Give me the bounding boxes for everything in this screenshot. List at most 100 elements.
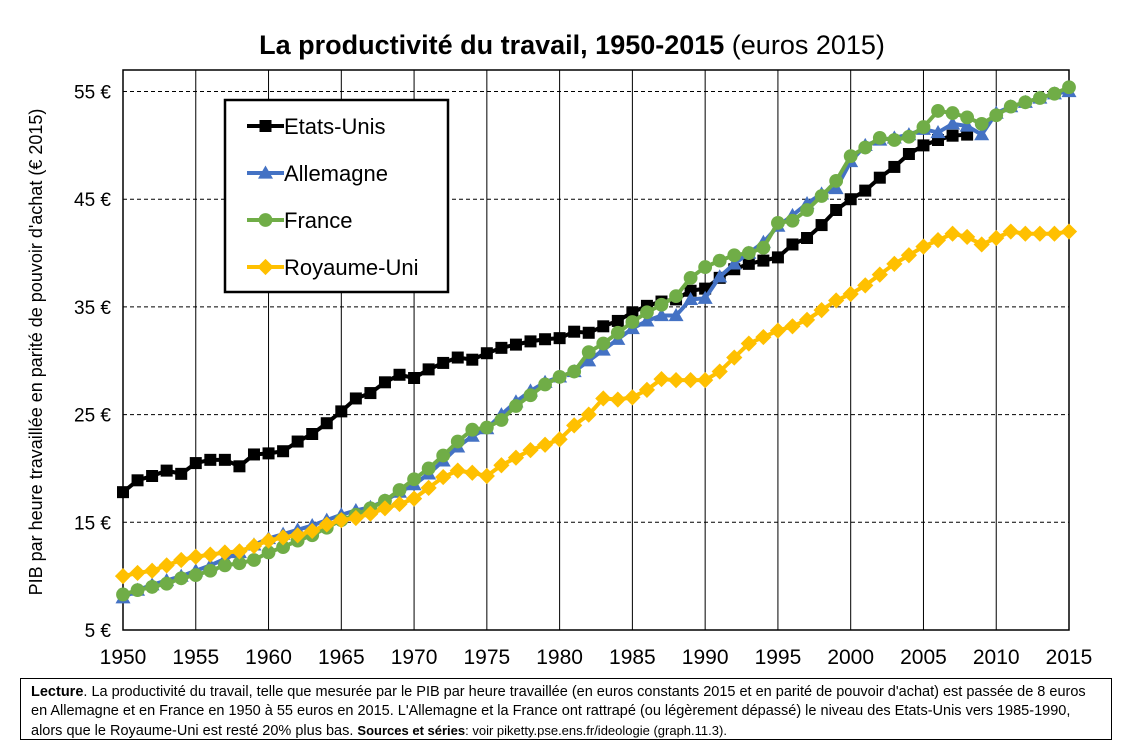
legend-marker <box>259 120 272 132</box>
data-point-etats-unis <box>771 251 784 264</box>
data-point-royaume-uni <box>289 527 306 544</box>
y-tick-label: 25 € <box>74 406 111 427</box>
data-point-etats-unis <box>902 148 915 160</box>
data-point-france <box>567 364 582 379</box>
legend: Etats-Unis Allemagne France Royaume-Uni <box>223 98 450 294</box>
data-point-france <box>174 571 189 586</box>
data-point-royaume-uni <box>842 285 859 303</box>
data-point-royaume-uni <box>405 490 423 507</box>
data-point-france <box>494 413 509 427</box>
data-point-france <box>217 558 232 573</box>
x-tick-label: 2010 <box>973 646 1020 669</box>
data-point-etats-unis <box>757 254 770 267</box>
data-point-allemagne <box>653 308 669 322</box>
data-point-royaume-uni <box>857 277 874 294</box>
legend-item-royaume-uni: Royaume-Uni <box>247 255 419 280</box>
data-point-royaume-uni <box>1031 225 1048 242</box>
data-point-royaume-uni <box>667 372 685 389</box>
x-tick-label: 2005 <box>900 646 947 669</box>
data-point-royaume-uni <box>682 372 699 389</box>
data-point-etats-unis <box>233 460 246 473</box>
y-axis-label: PIB par heure travaillée en parité de po… <box>26 109 46 596</box>
data-point-royaume-uni <box>493 457 510 474</box>
data-point-royaume-uni <box>420 479 437 496</box>
data-point-france <box>625 315 640 329</box>
data-point-allemagne <box>930 124 946 139</box>
data-point-france <box>887 133 902 147</box>
data-point-royaume-uni <box>551 431 568 448</box>
x-tick-label: 1980 <box>536 646 583 669</box>
data-point-etats-unis <box>815 219 828 232</box>
data-point-france <box>640 305 654 320</box>
data-point-france <box>712 253 727 268</box>
data-point-france <box>974 116 989 131</box>
data-point-royaume-uni <box>187 548 204 565</box>
data-point-royaume-uni <box>274 529 292 546</box>
legend-label: Allemagne <box>284 161 388 186</box>
data-point-royaume-uni <box>376 500 394 517</box>
data-point-allemagne <box>581 353 597 367</box>
data-point-allemagne <box>683 291 699 306</box>
data-point-royaume-uni <box>900 247 918 264</box>
caption-text: . La productivité du travail, telle que … <box>31 684 1086 739</box>
data-point-royaume-uni <box>202 546 219 563</box>
data-point-france <box>116 587 130 602</box>
data-point-etats-unis <box>786 238 799 251</box>
data-point-etats-unis <box>844 193 857 206</box>
data-point-france <box>1018 95 1033 110</box>
data-point-france <box>872 130 887 145</box>
data-point-etats-unis <box>364 387 377 400</box>
data-point-france <box>538 377 552 392</box>
data-point-france <box>829 174 844 188</box>
legend-marker <box>257 258 274 276</box>
data-point-royaume-uni <box>231 543 248 560</box>
data-point-france <box>232 556 247 571</box>
data-point-royaume-uni <box>318 516 335 533</box>
x-tick-label: 1975 <box>463 646 510 669</box>
data-point-france <box>1003 99 1018 114</box>
data-point-france <box>698 260 713 274</box>
data-point-etats-unis <box>131 474 144 487</box>
data-point-royaume-uni <box>129 564 146 582</box>
data-point-royaume-uni <box>711 363 728 380</box>
y-tick-label: 15 € <box>74 513 111 534</box>
data-point-allemagne <box>974 127 990 141</box>
caption-sources-text: : voir piketty.pse.ens.fr/ideologie (gra… <box>465 723 727 738</box>
x-tick-label: 2015 <box>1046 646 1093 669</box>
data-point-etats-unis <box>175 467 188 480</box>
x-tick-label: 1955 <box>172 646 219 669</box>
data-point-royaume-uni <box>435 468 452 486</box>
data-point-allemagne <box>639 313 655 327</box>
legend-item-allemagne: Allemagne <box>247 161 388 186</box>
legend-label: France <box>284 208 352 233</box>
data-point-royaume-uni <box>347 509 364 527</box>
caption-sources-label: Sources et séries <box>357 723 466 738</box>
data-point-etats-unis <box>611 314 624 327</box>
data-point-royaume-uni <box>522 442 539 459</box>
series-group <box>114 80 1078 604</box>
data-point-france <box>203 563 218 578</box>
data-point-etats-unis <box>146 470 159 482</box>
data-point-etats-unis <box>117 486 129 499</box>
x-tick-label: 1950 <box>100 646 147 669</box>
data-point-royaume-uni <box>333 512 350 529</box>
data-point-royaume-uni <box>973 236 990 253</box>
data-point-france <box>421 461 436 476</box>
data-point-royaume-uni <box>391 495 408 513</box>
data-point-royaume-uni <box>1002 223 1019 240</box>
data-point-royaume-uni <box>536 436 554 453</box>
data-point-france <box>741 246 756 260</box>
data-point-france <box>654 297 669 312</box>
data-point-france <box>931 104 945 118</box>
data-point-etats-unis <box>466 353 479 366</box>
data-point-royaume-uni <box>609 391 626 408</box>
data-point-allemagne <box>668 308 684 322</box>
data-point-royaume-uni <box>595 390 612 407</box>
data-point-france <box>669 289 683 304</box>
data-point-etats-unis <box>437 356 450 369</box>
legend-marker <box>258 213 273 227</box>
data-point-etats-unis <box>247 448 260 461</box>
x-tick-label: 1970 <box>391 646 438 669</box>
data-point-etats-unis <box>539 333 552 346</box>
data-point-royaume-uni <box>304 522 321 540</box>
